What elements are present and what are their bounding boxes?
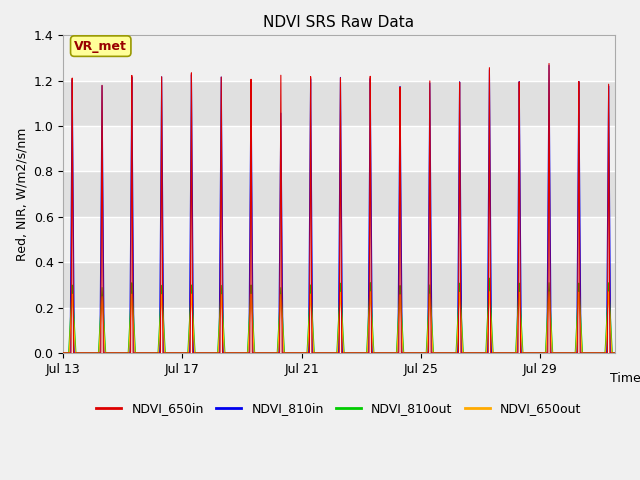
Bar bbox=[63, 126, 614, 171]
X-axis label: Time: Time bbox=[610, 372, 640, 385]
Bar bbox=[63, 262, 614, 308]
Bar bbox=[63, 308, 614, 353]
Text: VR_met: VR_met bbox=[74, 40, 127, 53]
Bar bbox=[63, 36, 614, 81]
Title: NDVI SRS Raw Data: NDVI SRS Raw Data bbox=[264, 15, 415, 30]
Bar bbox=[63, 217, 614, 262]
Y-axis label: Red, NIR, W/m2/s/nm: Red, NIR, W/m2/s/nm bbox=[15, 128, 28, 261]
Bar bbox=[63, 81, 614, 126]
Legend: NDVI_650in, NDVI_810in, NDVI_810out, NDVI_650out: NDVI_650in, NDVI_810in, NDVI_810out, NDV… bbox=[92, 397, 586, 420]
Bar bbox=[63, 171, 614, 217]
